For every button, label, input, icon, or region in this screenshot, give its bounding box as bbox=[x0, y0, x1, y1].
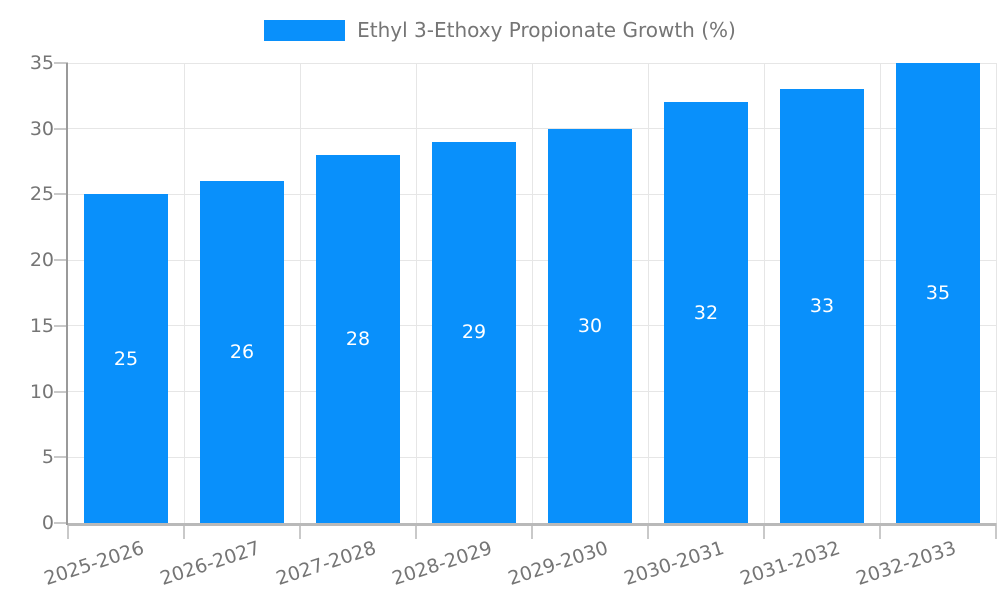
y-axis-line bbox=[66, 63, 68, 525]
gridline-vertical bbox=[183, 63, 185, 523]
gridline-vertical bbox=[763, 63, 765, 523]
y-axis-label: 5 bbox=[41, 446, 54, 469]
gridline-vertical bbox=[531, 63, 533, 523]
y-axis-tick bbox=[54, 259, 68, 262]
x-axis-tick bbox=[763, 523, 765, 539]
bar-value-label: 32 bbox=[693, 301, 719, 324]
bar-2028-2029[interactable]: 29 bbox=[432, 141, 516, 523]
bar-value-label: 35 bbox=[925, 282, 951, 304]
x-axis-tick bbox=[183, 523, 185, 539]
gridline-vertical bbox=[415, 63, 417, 523]
x-axis-tick bbox=[67, 523, 69, 539]
legend: Ethyl 3-Ethoxy Propionate Growth (%) bbox=[0, 18, 1000, 42]
y-axis-label: 20 bbox=[29, 249, 54, 272]
x-axis-line bbox=[68, 523, 996, 526]
x-axis-tick bbox=[879, 523, 881, 539]
bar-value-label: 33 bbox=[809, 295, 835, 318]
y-axis-label: 30 bbox=[29, 117, 54, 140]
gridline-vertical bbox=[299, 63, 301, 523]
bar-2031-2032[interactable]: 33 bbox=[780, 89, 864, 523]
y-axis-label: 25 bbox=[29, 183, 54, 206]
bar-2029-2030[interactable]: 30 bbox=[548, 128, 632, 523]
y-axis-label: 15 bbox=[29, 314, 54, 337]
legend-label: Ethyl 3-Ethoxy Propionate Growth (%) bbox=[357, 18, 736, 42]
gridline-vertical bbox=[995, 63, 997, 523]
y-axis-label: 0 bbox=[41, 512, 54, 534]
y-axis-label: 10 bbox=[29, 380, 54, 403]
bar-2026-2027[interactable]: 26 bbox=[200, 181, 284, 523]
y-axis-tick bbox=[54, 456, 68, 459]
bar-2025-2026[interactable]: 25 bbox=[84, 194, 168, 523]
bar-value-label: 25 bbox=[113, 347, 139, 370]
bar-value-label: 29 bbox=[461, 321, 487, 344]
y-axis-tick bbox=[54, 324, 68, 327]
bar-2030-2031[interactable]: 32 bbox=[664, 102, 748, 523]
y-axis-tick bbox=[54, 522, 68, 524]
y-axis-tick bbox=[54, 127, 68, 130]
x-axis-tick bbox=[995, 523, 997, 539]
gridline-vertical bbox=[879, 63, 881, 523]
y-axis-label: 35 bbox=[29, 52, 54, 74]
gridline-vertical bbox=[647, 63, 649, 523]
bar-value-label: 30 bbox=[577, 314, 603, 337]
legend-swatch-icon bbox=[264, 19, 346, 41]
bar-value-label: 28 bbox=[345, 328, 371, 350]
x-axis-tick bbox=[299, 523, 301, 539]
bar-2027-2028[interactable]: 28 bbox=[316, 155, 400, 523]
y-axis-tick bbox=[54, 62, 68, 64]
bar-value-label: 26 bbox=[229, 341, 255, 364]
x-axis-tick bbox=[531, 523, 533, 539]
x-axis-tick bbox=[647, 523, 649, 539]
bar-2032-2033[interactable]: 35 bbox=[896, 63, 980, 523]
y-axis-tick bbox=[54, 193, 68, 196]
x-axis-tick bbox=[415, 523, 417, 539]
y-axis-tick bbox=[54, 390, 68, 393]
